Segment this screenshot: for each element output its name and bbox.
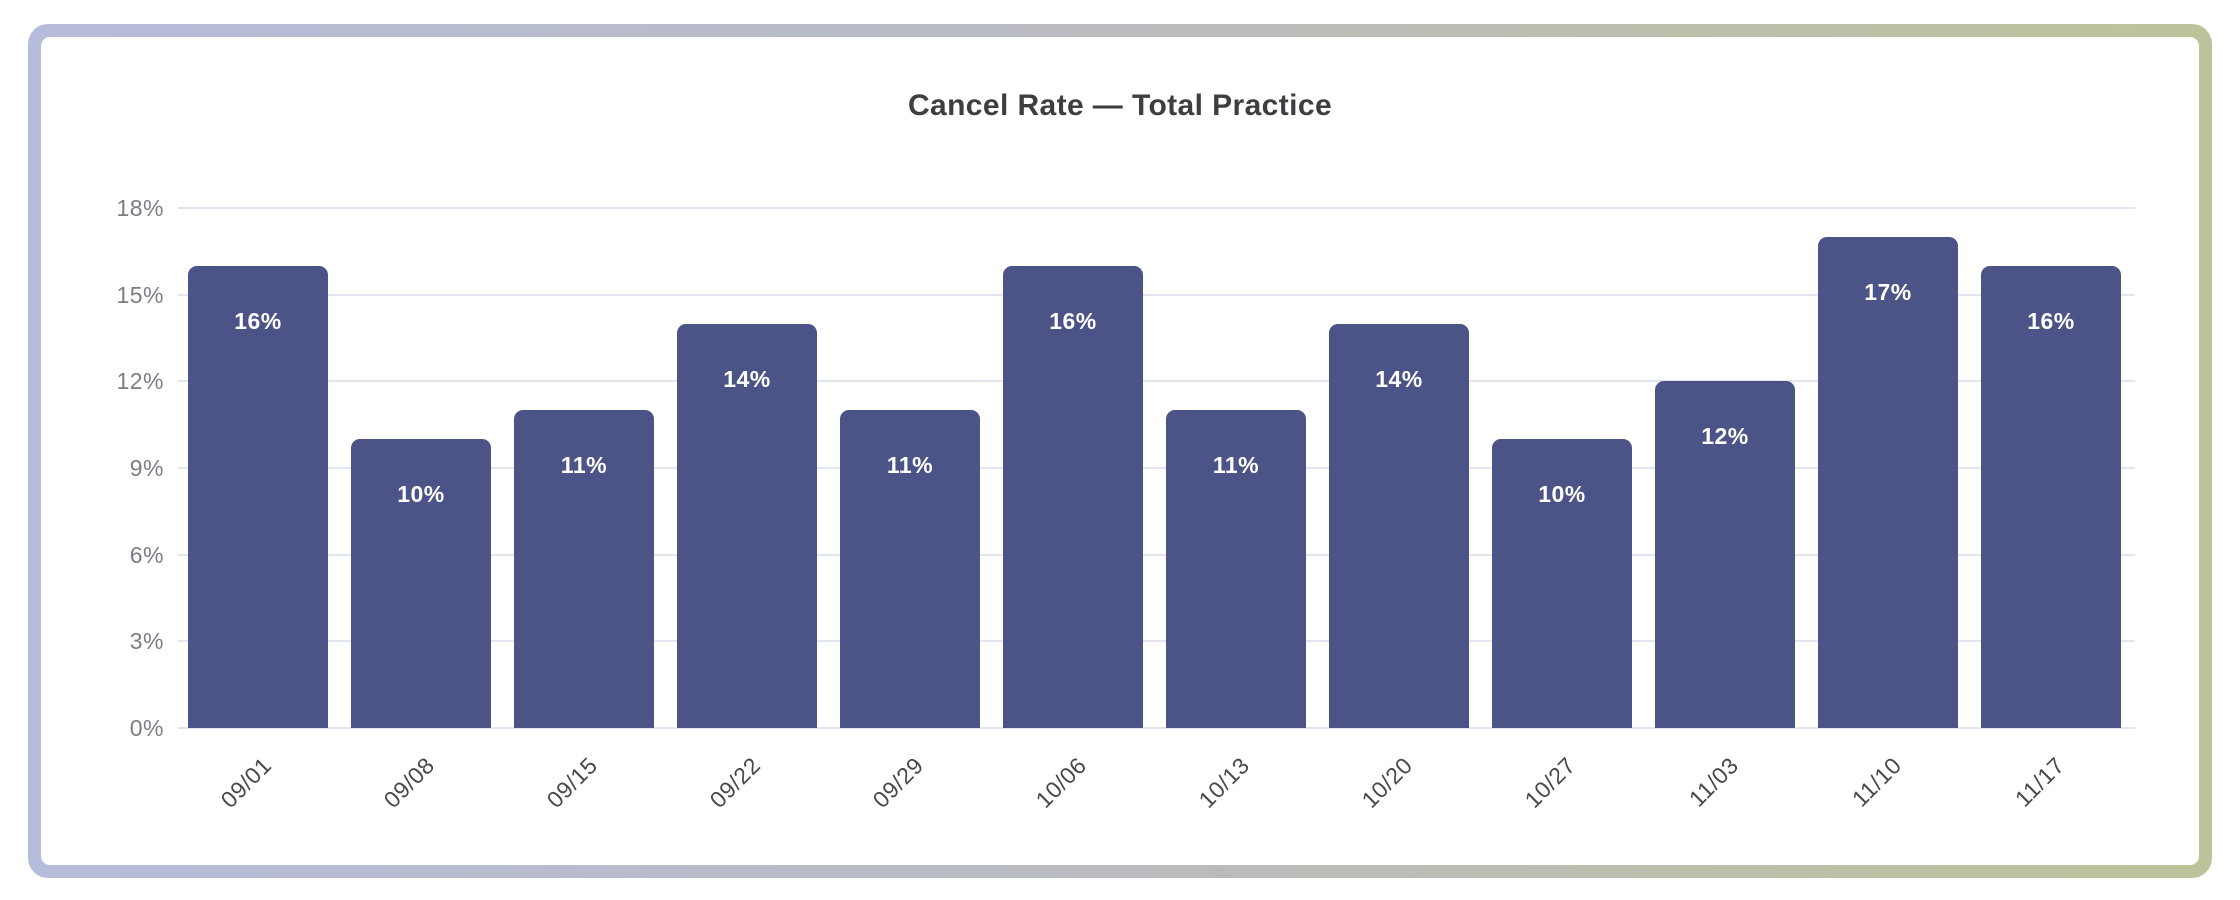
bar[interactable]: 11% <box>514 410 654 728</box>
bar[interactable]: 14% <box>677 323 817 728</box>
gridline <box>178 207 2135 209</box>
x-axis-tick-label: 11/03 <box>1683 752 1744 812</box>
bar[interactable]: 12% <box>1655 381 1795 728</box>
x-axis-tick-label: 10/20 <box>1356 752 1418 813</box>
x-axis-tick-label: 11/10 <box>1846 752 1907 812</box>
y-axis-tick-label: 0% <box>129 715 164 741</box>
x-axis-tick-label: 09/01 <box>215 752 277 813</box>
bar[interactable]: 14% <box>1329 323 1469 728</box>
y-axis-tick-label: 3% <box>129 628 164 655</box>
bar[interactable]: 16% <box>1981 265 2121 728</box>
y-axis-tick-label: 6% <box>129 541 164 568</box>
bar-value-label: 17% <box>1864 278 1912 305</box>
bar-value-label: 11% <box>886 452 934 479</box>
gridline <box>178 467 2135 469</box>
bar-value-label: 11% <box>1212 452 1260 479</box>
chart-title: Cancel Rate — Total Practice <box>907 89 1333 122</box>
bar[interactable]: 10% <box>351 439 491 728</box>
x-axis-tick-label: 10/27 <box>1519 752 1581 813</box>
bar-value-label: 16% <box>2027 307 2075 334</box>
bar-value-label: 16% <box>234 307 282 334</box>
chart-card: Cancel Rate — Total Practice 0% 3% 6% 9% 12%… <box>41 37 2199 865</box>
gridline <box>178 553 2135 556</box>
y-axis-tick-label: 9% <box>129 455 164 481</box>
x-axis-tick-label: 09/29 <box>867 752 929 813</box>
bar[interactable]: 11% <box>840 410 980 728</box>
bar[interactable]: 17% <box>1818 236 1958 728</box>
bar-value-label: 10% <box>1538 481 1586 508</box>
bar[interactable]: 10% <box>1492 439 1632 728</box>
gridline <box>178 293 2135 296</box>
bar-value-label: 16% <box>1049 307 1097 334</box>
bar[interactable]: 11% <box>1166 410 1306 728</box>
bar-value-label: 10% <box>397 481 445 508</box>
bar-value-label: 12% <box>1701 423 1749 450</box>
gridline <box>178 640 2135 643</box>
x-axis-tick-label: 09/22 <box>704 752 766 813</box>
y-axis-tick-label: 18% <box>116 195 164 221</box>
x-axis-tick-label: 10/13 <box>1193 752 1255 813</box>
bar[interactable]: 16% <box>1003 265 1143 728</box>
bar-value-label: 14% <box>723 365 771 392</box>
bar-value-label: 11% <box>560 452 608 479</box>
x-axis-tick-label: 09/15 <box>541 752 603 813</box>
plot-area[interactable]: 0% 3% 6% 9% 12% 15% 18% 16% 09/01 10% 09/08 11% 09/1… <box>116 195 2135 813</box>
y-axis-tick-label: 15% <box>116 281 164 308</box>
x-axis-tick-label: 11/17 <box>2009 752 2070 812</box>
gradient-border-frame: Cancel Rate — Total Practice 0% 3% 6% 9% 12%… <box>28 24 2212 878</box>
bar-value-label: 14% <box>1375 365 1423 392</box>
gridline <box>178 380 2135 383</box>
gridline <box>178 727 2135 729</box>
y-axis-tick-label: 12% <box>116 368 164 395</box>
bar[interactable]: 16% <box>188 265 328 728</box>
x-axis-tick-label: 09/08 <box>378 752 440 813</box>
x-axis-tick-label: 10/06 <box>1030 752 1092 813</box>
